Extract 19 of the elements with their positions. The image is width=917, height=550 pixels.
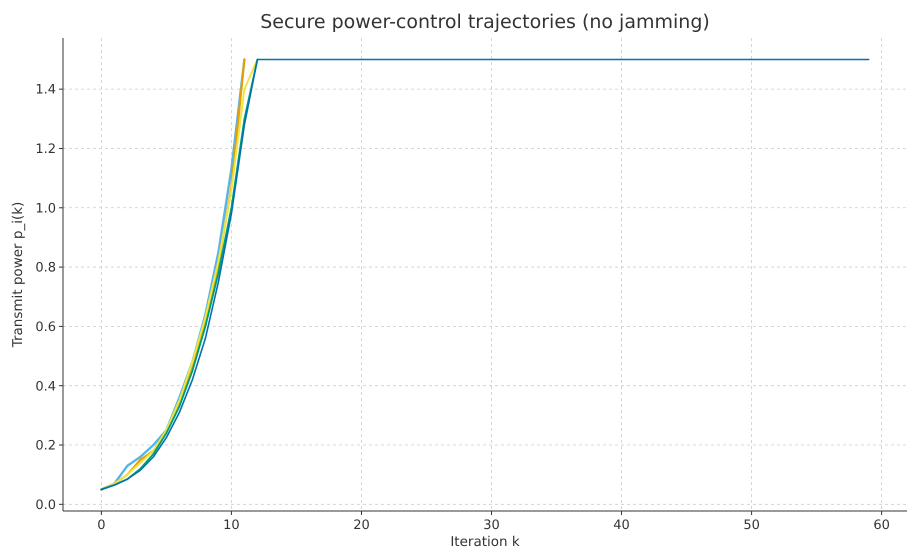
y-tick-label: 1.2	[35, 142, 56, 158]
y-tick-label: 0.2	[35, 438, 56, 454]
x-tick-label: 10	[223, 518, 240, 533]
line-series	[100, 58, 870, 490]
y-tick-label: 0.0	[35, 498, 56, 513]
y-tick-label: 1.4	[35, 82, 56, 98]
x-tick-label: 50	[743, 518, 760, 533]
x-tick-label: 20	[353, 518, 370, 533]
x-tick-label: 0	[97, 518, 106, 533]
y-tick-label: 0.4	[35, 379, 56, 394]
y-axis-title: Transmit power p_i(k)	[10, 202, 26, 348]
x-axis-title: Iteration k	[450, 534, 520, 550]
x-tick-label: 40	[613, 518, 630, 533]
y-tick-label: 1.0	[35, 201, 56, 216]
x-tick-label: 30	[483, 518, 500, 533]
y-tick-label: 0.8	[35, 260, 56, 276]
x-tick-label: 60	[873, 518, 890, 533]
y-tick-label: 0.6	[35, 320, 56, 335]
chart-title: Secure power-control trajectories (no jamming)	[260, 11, 710, 33]
